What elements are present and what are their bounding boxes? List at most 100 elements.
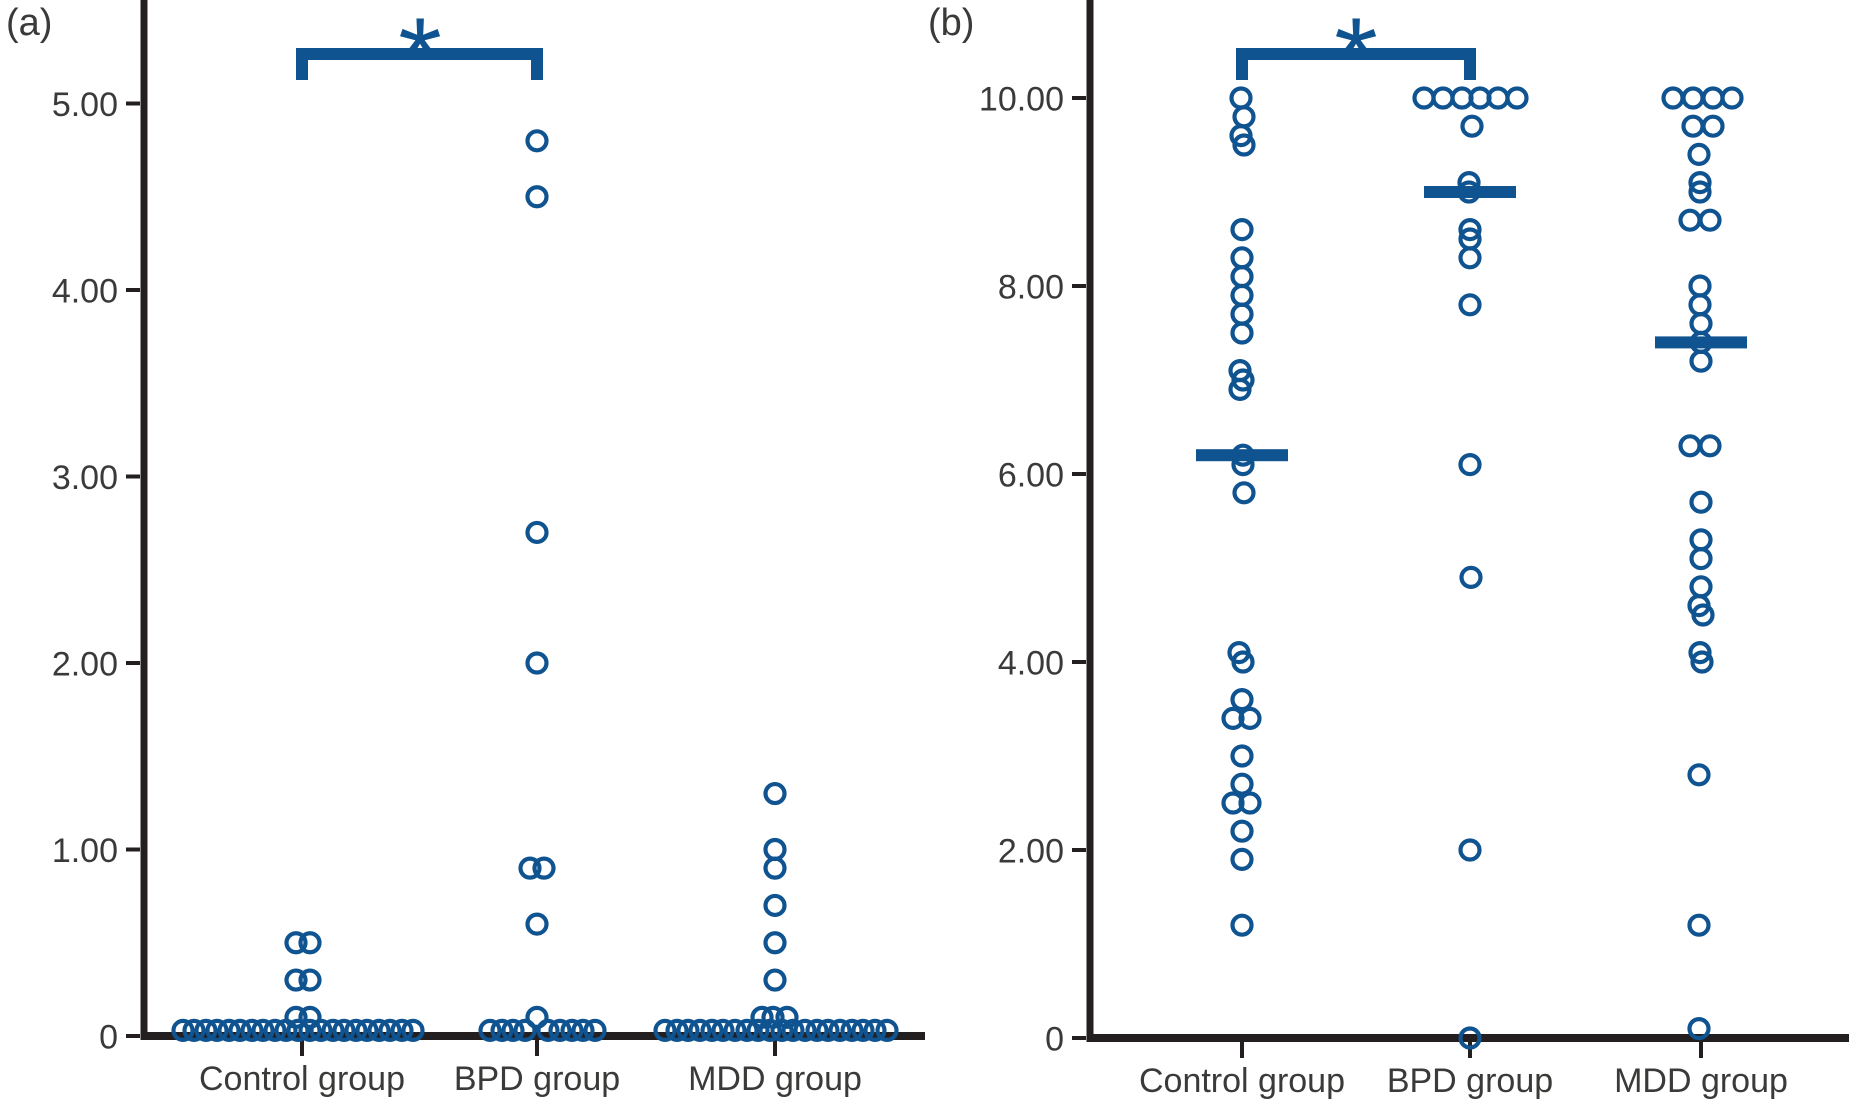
data-point bbox=[793, 1018, 817, 1043]
data-point bbox=[298, 1018, 322, 1043]
data-point bbox=[217, 1018, 241, 1043]
y-tick-label: 2.00 bbox=[998, 832, 1064, 870]
data-point bbox=[805, 1018, 829, 1043]
data-point bbox=[284, 1005, 308, 1029]
group-mdd-group bbox=[1655, 86, 1747, 1041]
data-point bbox=[763, 856, 787, 880]
data-point bbox=[1238, 706, 1262, 731]
data-point bbox=[1230, 772, 1254, 796]
panel-b: 0 2.00 4.00 6.00 8.00 10.00 Control group BPD g… bbox=[979, 0, 1849, 1100]
data-point bbox=[1238, 791, 1262, 815]
data-point bbox=[284, 968, 308, 992]
data-point bbox=[1230, 265, 1254, 289]
data-point bbox=[1701, 114, 1725, 138]
data-point bbox=[746, 1018, 770, 1043]
data-point bbox=[711, 1018, 735, 1043]
y-tick-label: 4.00 bbox=[52, 272, 118, 310]
data-point bbox=[525, 520, 549, 545]
data-point bbox=[182, 1018, 206, 1043]
data-point bbox=[1688, 293, 1712, 317]
y-tick-mark bbox=[126, 1034, 140, 1038]
x-tick-mark bbox=[300, 1040, 304, 1056]
data-point bbox=[1689, 490, 1713, 514]
data-point bbox=[1678, 208, 1702, 232]
data-point bbox=[1687, 913, 1711, 937]
data-point bbox=[1232, 105, 1256, 129]
data-point bbox=[761, 1005, 785, 1029]
panel-a: 0 1.00 2.00 3.00 4.00 5.00 Control group BPD gr… bbox=[52, 0, 925, 1098]
group-control-group bbox=[171, 931, 425, 1043]
y-tick-label: 3.00 bbox=[52, 459, 118, 497]
data-point bbox=[676, 1018, 700, 1043]
data-point bbox=[1412, 86, 1436, 110]
data-point bbox=[1689, 546, 1713, 571]
group-bpd-group bbox=[1412, 86, 1529, 1050]
data-point bbox=[263, 1018, 287, 1043]
significance-bracket bbox=[1236, 48, 1476, 80]
data-point bbox=[688, 1018, 712, 1043]
data-point bbox=[763, 893, 787, 918]
data-point bbox=[525, 1005, 549, 1029]
data-point bbox=[1458, 293, 1482, 317]
data-point bbox=[775, 1005, 799, 1029]
y-tick-mark bbox=[1072, 848, 1086, 852]
data-point bbox=[828, 1018, 852, 1043]
data-point bbox=[490, 1018, 514, 1043]
data-point bbox=[1458, 246, 1482, 270]
y-tick-label: 1.00 bbox=[52, 832, 118, 870]
data-point bbox=[1690, 650, 1714, 674]
group-bpd-group bbox=[478, 129, 607, 1043]
data-point bbox=[1688, 274, 1712, 298]
y-tick-label: 0 bbox=[99, 1018, 118, 1056]
y-tick-mark bbox=[126, 288, 140, 292]
x-tick-label: Control group bbox=[199, 1060, 405, 1098]
x-tick-label: BPD group bbox=[1387, 1062, 1553, 1100]
data-point bbox=[571, 1018, 595, 1043]
data-point bbox=[390, 1018, 414, 1043]
data-point bbox=[344, 1018, 368, 1043]
y-tick-mark bbox=[126, 101, 140, 106]
data-point bbox=[228, 1018, 252, 1043]
data-point bbox=[1230, 321, 1254, 345]
data-point bbox=[548, 1018, 572, 1043]
y-tick-label: 6.00 bbox=[998, 456, 1064, 494]
data-point bbox=[1689, 528, 1713, 552]
data-point bbox=[525, 912, 549, 936]
data-point bbox=[1231, 650, 1255, 674]
median-line bbox=[1655, 336, 1747, 349]
data-point bbox=[401, 1018, 425, 1043]
data-point bbox=[863, 1018, 887, 1043]
significance-bracket bbox=[296, 48, 543, 80]
data-point bbox=[1661, 86, 1685, 110]
data-point bbox=[1688, 171, 1712, 195]
data-point bbox=[1701, 86, 1725, 110]
data-point bbox=[1232, 481, 1256, 505]
data-point bbox=[286, 1018, 310, 1043]
panel-a-label: (a) bbox=[6, 2, 53, 44]
data-point bbox=[251, 1018, 275, 1043]
y-tick-label: 4.00 bbox=[998, 644, 1064, 682]
data-point bbox=[298, 968, 322, 992]
y-tick-mark bbox=[1072, 472, 1086, 476]
data-point bbox=[367, 1018, 391, 1043]
data-point bbox=[1688, 640, 1712, 665]
significance-asterisk: * bbox=[398, 0, 442, 120]
data-point bbox=[763, 931, 787, 955]
data-point bbox=[1230, 218, 1254, 242]
y-tick-label: 8.00 bbox=[998, 268, 1064, 306]
data-point bbox=[1698, 434, 1722, 458]
y-tick-mark bbox=[126, 474, 140, 479]
data-point bbox=[1460, 114, 1484, 138]
data-point bbox=[763, 968, 787, 992]
data-point bbox=[723, 1018, 747, 1043]
data-point bbox=[1678, 434, 1702, 458]
data-point bbox=[1230, 687, 1254, 712]
data-point bbox=[321, 1018, 345, 1043]
panel-b-label: (b) bbox=[928, 2, 975, 44]
data-point bbox=[816, 1018, 840, 1043]
data-point bbox=[1230, 847, 1254, 872]
data-point bbox=[1689, 349, 1713, 373]
y-tick-label: 10.00 bbox=[979, 80, 1064, 118]
data-point bbox=[355, 1018, 379, 1043]
y-axis-line bbox=[140, 0, 148, 1040]
